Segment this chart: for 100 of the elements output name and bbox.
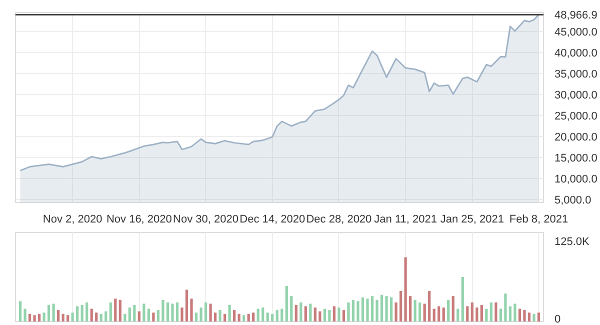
bar bbox=[185, 290, 188, 322]
bar bbox=[52, 304, 55, 322]
bar bbox=[223, 314, 226, 322]
bar bbox=[309, 304, 312, 322]
bar bbox=[109, 302, 112, 322]
y-tick-label: 15,000.0 bbox=[554, 152, 598, 165]
bar bbox=[47, 304, 50, 322]
bar bbox=[147, 308, 150, 322]
bar bbox=[194, 312, 198, 322]
bar bbox=[128, 308, 131, 322]
bar bbox=[318, 311, 322, 322]
bar bbox=[494, 302, 498, 322]
bar bbox=[80, 304, 84, 322]
bar bbox=[266, 312, 269, 322]
bar bbox=[508, 306, 512, 322]
bar bbox=[62, 314, 64, 322]
bar bbox=[133, 304, 136, 322]
x-tick-label: Dec 28, 2020 bbox=[306, 214, 372, 226]
bar bbox=[228, 304, 231, 322]
bar bbox=[332, 306, 336, 322]
bar bbox=[328, 310, 331, 322]
y-tick-label: 45,000.0 bbox=[554, 26, 598, 38]
bar bbox=[518, 308, 522, 322]
bar bbox=[180, 308, 184, 322]
bar bbox=[190, 298, 193, 322]
bar bbox=[238, 314, 240, 322]
x-tick-label: Nov 2, 2020 bbox=[42, 214, 102, 226]
bar bbox=[200, 308, 202, 322]
bar bbox=[418, 302, 422, 322]
bar bbox=[204, 302, 208, 322]
bar bbox=[71, 312, 74, 322]
bar bbox=[209, 304, 212, 322]
x-tick-label: Jan 11, 2021 bbox=[374, 214, 437, 226]
bar bbox=[480, 304, 483, 322]
x-tick-label: Jan 25, 2021 bbox=[440, 214, 504, 226]
bar bbox=[171, 304, 174, 322]
bar bbox=[514, 304, 516, 322]
bar bbox=[28, 314, 32, 322]
bar bbox=[476, 308, 478, 322]
bar bbox=[499, 308, 502, 322]
bar bbox=[76, 306, 79, 322]
bar bbox=[276, 310, 278, 322]
y-tick-label: 30,000.0 bbox=[554, 89, 598, 102]
bar bbox=[242, 315, 246, 322]
bar bbox=[376, 300, 378, 322]
bar bbox=[470, 302, 474, 322]
bar bbox=[90, 308, 93, 322]
bar bbox=[428, 290, 431, 322]
bar bbox=[138, 311, 140, 322]
bar bbox=[252, 312, 255, 322]
bar bbox=[414, 300, 416, 322]
bar bbox=[528, 312, 531, 322]
bar bbox=[394, 302, 398, 322]
bar bbox=[214, 312, 217, 322]
bar bbox=[114, 298, 117, 322]
bar bbox=[452, 296, 454, 322]
bar bbox=[24, 308, 26, 322]
bar bbox=[490, 302, 492, 322]
bar bbox=[247, 314, 250, 322]
bar bbox=[280, 308, 284, 322]
y-tick-label: 5,000.0 bbox=[554, 194, 592, 207]
bar bbox=[409, 296, 412, 322]
y-tick-label: 35,000.0 bbox=[554, 68, 598, 80]
bar bbox=[361, 297, 364, 322]
bar bbox=[162, 300, 164, 322]
bar bbox=[399, 290, 402, 322]
bar bbox=[404, 257, 407, 322]
bar bbox=[342, 310, 346, 322]
bar bbox=[461, 277, 464, 322]
bar bbox=[456, 308, 460, 322]
bar bbox=[152, 312, 155, 322]
bar bbox=[294, 304, 298, 322]
bar bbox=[466, 306, 469, 322]
bar bbox=[290, 296, 293, 322]
bar bbox=[314, 308, 316, 322]
bar bbox=[42, 312, 46, 322]
bar bbox=[380, 294, 384, 322]
bar bbox=[166, 302, 170, 322]
bar bbox=[385, 296, 388, 322]
bar bbox=[423, 304, 426, 322]
y-tick-label: 25,000.0 bbox=[554, 110, 598, 122]
bar bbox=[256, 308, 260, 322]
bar bbox=[57, 310, 60, 322]
bar bbox=[442, 308, 445, 322]
bar bbox=[532, 314, 536, 322]
bar bbox=[104, 311, 108, 322]
bar bbox=[485, 308, 488, 322]
bar bbox=[285, 286, 288, 322]
ref-line-label: 48,966.9 bbox=[554, 10, 598, 22]
bar bbox=[504, 294, 507, 322]
bar bbox=[262, 308, 264, 322]
bar bbox=[447, 300, 450, 322]
bar bbox=[432, 308, 436, 322]
x-tick-label: Feb 8, 2021 bbox=[509, 214, 568, 226]
bar bbox=[390, 297, 393, 322]
bar bbox=[370, 296, 374, 322]
bar bbox=[356, 301, 360, 322]
bar bbox=[366, 298, 369, 322]
y-tick-label: 20,000.0 bbox=[554, 132, 598, 144]
x-tick-label: Dec 14, 2020 bbox=[240, 214, 306, 226]
